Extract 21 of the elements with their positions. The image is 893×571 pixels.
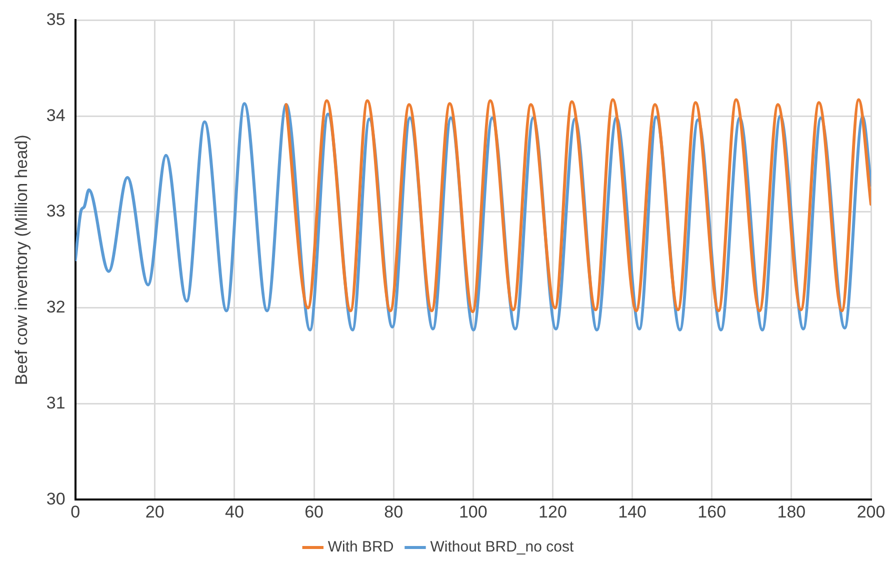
x-tick-label: 140	[618, 502, 646, 522]
x-tick-label: 120	[538, 502, 567, 522]
x-tick-label: 20	[145, 502, 164, 522]
x-tick-label: 0	[70, 502, 80, 522]
line-series	[284, 98, 871, 314]
y-tick-label: 32	[46, 298, 66, 317]
legend-label: Without BRD_no cost	[430, 538, 574, 556]
y-axis-title: Beef cow inventory (Million head)	[12, 134, 31, 386]
x-tick-label: 60	[304, 502, 324, 522]
x-tick-label: 40	[224, 502, 244, 522]
y-tick-label: 33	[46, 202, 66, 221]
x-tick-label: 200	[856, 502, 886, 522]
y-tick-label: 31	[46, 393, 66, 412]
y-tick-label: 30	[46, 489, 66, 508]
x-tick-label: 160	[698, 502, 726, 522]
legend-label: With BRD	[328, 538, 394, 556]
x-tick-label: 100	[458, 502, 488, 522]
x-tick-label: 80	[384, 502, 404, 522]
x-tick-label: 180	[777, 502, 806, 522]
y-tick-label: 35	[46, 10, 66, 29]
y-tick-label: 34	[46, 106, 66, 125]
